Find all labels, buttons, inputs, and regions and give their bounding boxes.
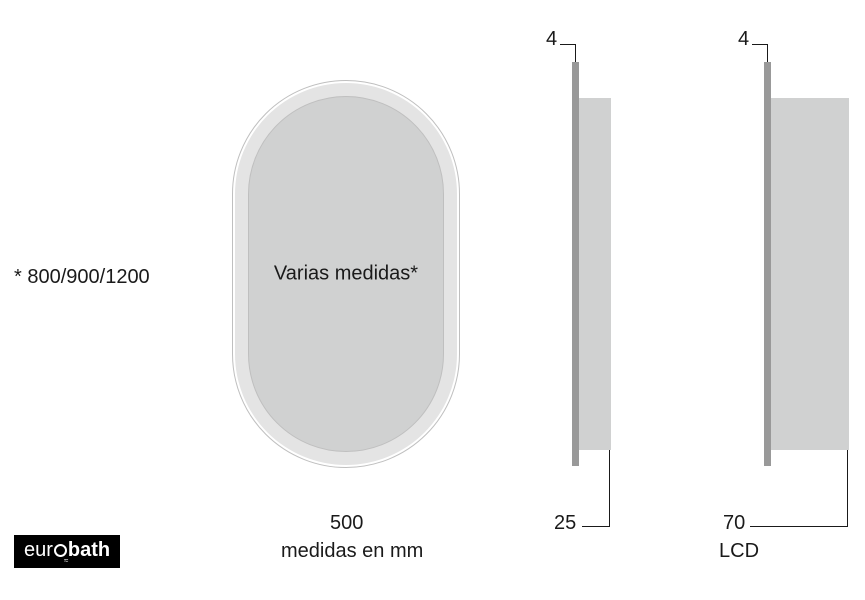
units-label: medidas en mm	[281, 540, 423, 563]
technical-diagram: * 800/900/1200 Varias medidas* 500 medid…	[0, 0, 865, 600]
side2-thickness-label: 4	[738, 28, 749, 51]
side-view-1	[572, 62, 624, 466]
front-center-text: Varias medidas*	[274, 263, 418, 286]
brand-logo-text-1: eur	[24, 539, 53, 562]
height-options-label: * 800/900/1200	[14, 266, 150, 289]
side1-housing	[579, 98, 611, 450]
side1-glass	[572, 62, 579, 466]
callout-line	[560, 44, 575, 45]
callout-line	[767, 44, 768, 62]
brand-logo-text-2: bath	[68, 539, 110, 562]
side2-housing	[771, 98, 849, 450]
width-label: 500	[330, 512, 363, 535]
side-view-2	[764, 62, 854, 466]
callout-line	[847, 450, 848, 526]
callout-line	[582, 526, 610, 527]
callout-line	[609, 450, 610, 526]
side2-glass	[764, 62, 771, 466]
callout-line	[750, 526, 848, 527]
side2-variant-label: LCD	[719, 540, 759, 563]
logo-wave-icon: ≈	[64, 556, 68, 565]
brand-logo: eur bath ≈	[14, 535, 120, 568]
callout-line	[575, 44, 576, 62]
side1-depth-label: 25	[554, 512, 576, 535]
front-view: Varias medidas*	[232, 80, 460, 468]
callout-line	[752, 44, 767, 45]
side2-depth-label: 70	[723, 512, 745, 535]
side1-thickness-label: 4	[546, 28, 557, 51]
